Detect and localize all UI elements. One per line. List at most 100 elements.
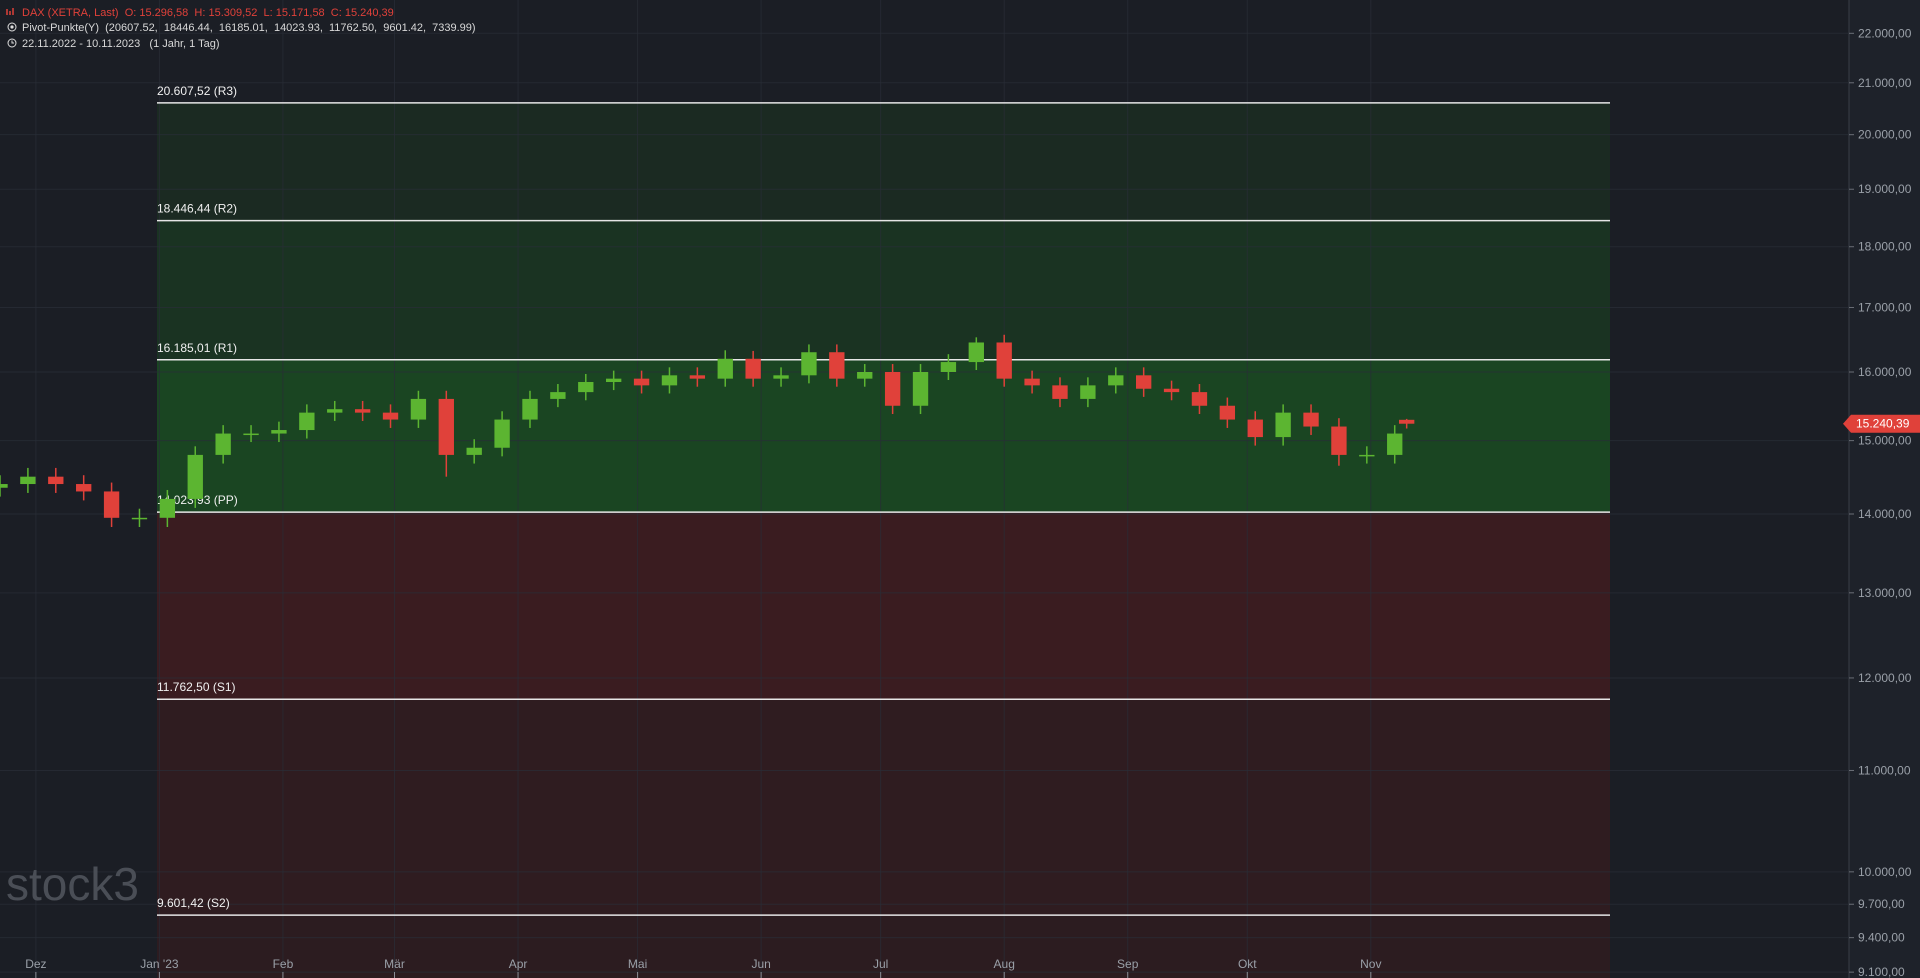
candle-body <box>438 398 454 455</box>
icon <box>10 25 14 29</box>
candle-body <box>299 412 315 431</box>
y-tick-label: 11.000,00 <box>1858 763 1911 777</box>
candle-body <box>689 375 706 379</box>
candle-body <box>1052 385 1068 399</box>
header-line: DAX (XETRA, Last) O: 15.296,58 H: 15.309… <box>22 7 394 19</box>
candle-body <box>271 430 287 434</box>
y-tick-label: 14.000,00 <box>1858 507 1912 521</box>
candle-body <box>1275 412 1291 438</box>
icon <box>6 8 14 15</box>
icon <box>7 22 17 32</box>
candle-body <box>48 476 64 485</box>
candle-body <box>884 371 901 406</box>
y-tick-label: 19.000,00 <box>1858 182 1912 196</box>
candle-body <box>1399 419 1415 424</box>
pivot-zone <box>157 359 1610 513</box>
candle-body <box>103 491 120 518</box>
pivot-zone <box>157 102 1610 221</box>
pivot-label: 16.185,01 (R1) <box>157 341 237 355</box>
candle-body <box>773 375 789 379</box>
y-tick-label: 22.000,00 <box>1858 26 1912 40</box>
candle-body <box>0 484 8 488</box>
x-tick-label: Mai <box>628 957 647 971</box>
candle-body <box>20 476 36 485</box>
icon <box>11 40 14 44</box>
candle-body <box>327 409 343 413</box>
candle-body <box>1135 375 1152 389</box>
candle-body <box>187 454 203 499</box>
candle-body <box>1080 385 1096 399</box>
candle-body <box>76 484 92 492</box>
candle-body <box>550 392 566 399</box>
candle-body <box>354 409 371 413</box>
grid <box>0 0 1849 978</box>
pivot-label: 14.023,93 (PP) <box>157 493 238 507</box>
candle-body <box>940 362 957 372</box>
candle-body <box>1219 405 1236 420</box>
candle-body <box>717 358 733 379</box>
y-tick-label: 9.100,00 <box>1858 965 1905 978</box>
pivot-lines: 20.607,52 (R3) 18.446,44 (R2) 16.185,01 (R… <box>157 84 1610 916</box>
candle-body <box>382 412 399 420</box>
pivot-label: 9.601,42 (S2) <box>157 896 230 910</box>
pivot-label: 18.446,44 (R2) <box>157 202 237 216</box>
candle-body <box>1163 388 1180 393</box>
candle-body <box>996 342 1012 379</box>
candle-body <box>1387 433 1403 455</box>
x-tick-label: Jul <box>873 957 888 971</box>
candle-body <box>1108 375 1124 386</box>
candle-body <box>243 433 259 436</box>
candle-body <box>1331 426 1347 455</box>
x-tick-label: Apr <box>509 957 528 971</box>
x-tick-label: Mär <box>384 957 405 971</box>
candle-body <box>215 433 231 455</box>
axis-background <box>1849 0 1920 978</box>
y-tick-label: 18.000,00 <box>1858 240 1912 254</box>
candle-body <box>633 378 650 386</box>
candle-body <box>1191 392 1208 406</box>
y-tick-label: 16.000,00 <box>1858 365 1912 379</box>
x-tick-label: Okt <box>1238 957 1257 971</box>
candle-body <box>661 375 678 386</box>
candle-body <box>578 382 594 393</box>
candle-body <box>1024 378 1040 386</box>
price-tag-label: 15.240,39 <box>1856 417 1910 431</box>
header-line: Pivot-Punkte(Y) (20607.52, 18446.44, 161… <box>22 22 476 34</box>
pivot-zone <box>157 915 1610 978</box>
candle-body <box>466 447 482 455</box>
y-tick-label: 12.000,00 <box>1858 671 1912 685</box>
x-tick-label: Sep <box>1117 957 1139 971</box>
candle-body <box>131 517 148 520</box>
candle-body <box>745 358 761 379</box>
candle-body <box>606 378 622 383</box>
candle-body <box>912 371 929 406</box>
candle-body <box>829 352 845 379</box>
zones <box>157 102 1610 978</box>
pivot-zone <box>157 699 1610 916</box>
x-tick-label: Feb <box>273 957 294 971</box>
y-tick-label: 9.400,00 <box>1858 931 1905 945</box>
candle-body <box>522 398 538 420</box>
pivot-label: 11.762,50 (S1) <box>157 680 236 694</box>
candle-body <box>857 371 873 379</box>
y-tick-label: 13.000,00 <box>1858 586 1912 600</box>
price-tag <box>1843 414 1920 433</box>
y-tick-label: 10.000,00 <box>1858 865 1912 879</box>
x-tick-label: Aug <box>994 957 1015 971</box>
candle-body <box>410 398 427 420</box>
y-tick-label: 17.000,00 <box>1858 301 1912 315</box>
y-tick-label: 15.000,00 <box>1858 434 1912 448</box>
candle-body <box>494 419 510 448</box>
candle-body <box>1303 412 1319 427</box>
candles <box>0 334 1415 527</box>
candle-body <box>801 352 817 376</box>
y-tick-label: 9.700,00 <box>1858 897 1905 911</box>
pivot-label: 20.607,52 (R3) <box>157 84 237 98</box>
header-line: 22.11.2022 - 10.11.2023 (1 Jahr, 1 Tag) <box>22 38 220 50</box>
candle-body <box>1359 454 1375 457</box>
x-tick-label: Jan '23 <box>140 957 179 971</box>
icon <box>7 38 17 48</box>
candle-body <box>968 342 984 363</box>
